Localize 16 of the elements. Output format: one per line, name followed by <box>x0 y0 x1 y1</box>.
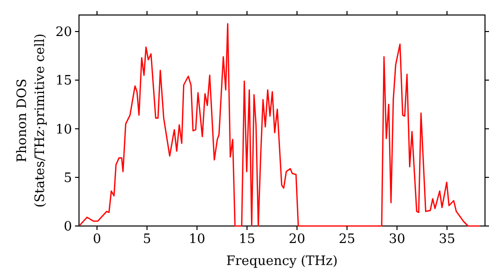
x-tick-label: 0 <box>92 232 102 247</box>
x-tick-label: 10 <box>188 232 206 247</box>
y-tick-label: 20 <box>55 25 72 40</box>
y-axis-title: Phonon DOS (States/THz·primitive cell) <box>15 33 48 208</box>
y-tick-label: 15 <box>55 74 72 89</box>
line-series <box>79 23 481 227</box>
y-tick-label: 5 <box>64 170 72 186</box>
x-tick-label: 35 <box>438 232 456 247</box>
y-tick-label: 0 <box>64 220 72 235</box>
x-tick-label: 30 <box>388 232 406 247</box>
x-tick-label: 15 <box>238 232 256 247</box>
x-tick-label: 25 <box>338 232 356 247</box>
x-tick-label: 20 <box>288 232 306 247</box>
x-axis-title: Frequency (THz) <box>226 254 338 269</box>
x-tick-label: 5 <box>142 232 152 247</box>
y-tick-label: 10 <box>55 122 72 138</box>
